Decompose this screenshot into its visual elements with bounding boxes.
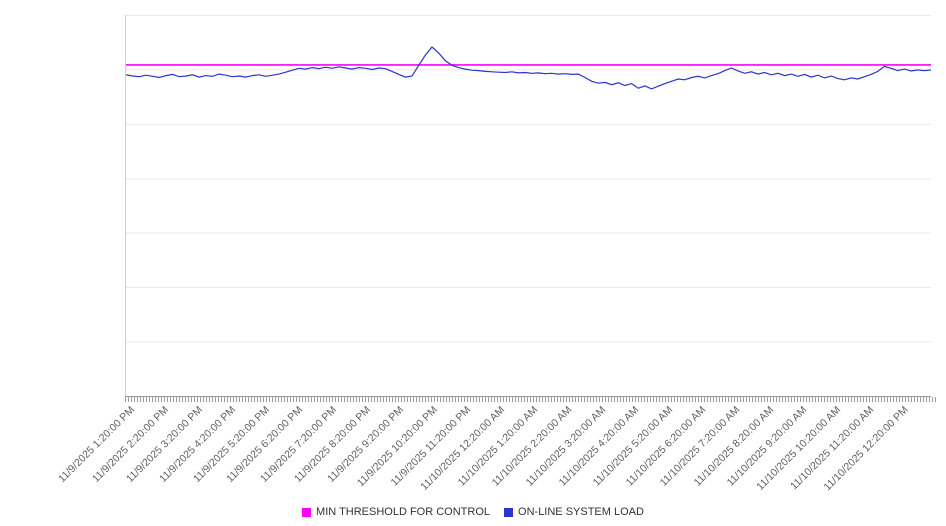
legend-label: MIN THRESHOLD FOR CONTROL bbox=[316, 506, 491, 518]
legend-item: ON-LINE SYSTEM LOAD bbox=[504, 506, 644, 518]
series-svg bbox=[126, 46, 931, 90]
legend-item: MIN THRESHOLD FOR CONTROL bbox=[302, 506, 490, 518]
load-line bbox=[126, 46, 931, 90]
x-axis-ticks bbox=[125, 397, 937, 402]
legend: MIN THRESHOLD FOR CONTROL ON-LINE SYSTEM … bbox=[0, 506, 946, 518]
legend-label: ON-LINE SYSTEM LOAD bbox=[518, 506, 644, 518]
plot-area bbox=[125, 15, 931, 397]
legend-swatch bbox=[504, 507, 514, 517]
legend-swatch bbox=[302, 507, 312, 517]
